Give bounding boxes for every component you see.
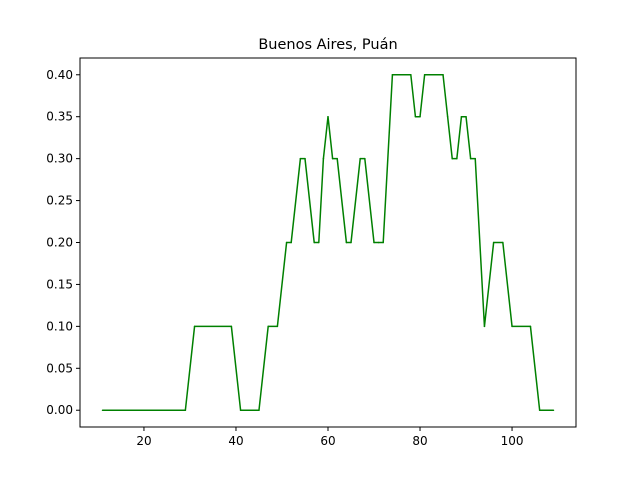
data-point	[350, 241, 352, 244]
series-group	[101, 74, 555, 411]
x-tick-label: 60	[320, 434, 335, 448]
y-tick-label: 0.00	[46, 403, 73, 417]
data-point	[483, 325, 486, 328]
data-point	[552, 409, 555, 411]
data-point	[456, 157, 458, 160]
data-point	[299, 157, 302, 160]
data-point	[529, 325, 532, 328]
data-point	[276, 325, 279, 328]
data-point	[331, 157, 334, 160]
data-point	[492, 241, 495, 244]
x-tick-label: 40	[228, 434, 243, 448]
data-point	[396, 74, 398, 76]
data-point	[230, 325, 233, 328]
data-point	[538, 409, 541, 411]
data-point	[313, 241, 315, 244]
data-point	[511, 325, 513, 328]
data-point	[460, 115, 463, 118]
data-point	[364, 157, 366, 160]
data-point	[318, 241, 320, 244]
y-tick-label: 0.05	[46, 361, 73, 375]
data-point	[258, 409, 260, 411]
data-point	[400, 74, 403, 76]
data-point	[414, 115, 417, 118]
y-tick-label: 0.15	[46, 277, 73, 291]
data-point	[285, 241, 288, 244]
data-point	[474, 157, 476, 160]
data-point	[239, 409, 242, 411]
data-point	[446, 115, 449, 118]
axis-ticks: 20 40 60 80 100 0.00 0.05 0.10 0.15 0.20 0.25 0.30 0…	[46, 68, 523, 448]
data-point	[322, 157, 325, 160]
data-point	[382, 241, 384, 244]
data-point	[101, 409, 104, 411]
data-point	[423, 74, 426, 76]
data-point	[193, 325, 196, 328]
plot-frame	[79, 57, 577, 428]
data-point	[428, 74, 430, 76]
x-tick-label: 100	[501, 434, 524, 448]
data-point	[469, 157, 472, 160]
data-point	[451, 157, 453, 160]
data-point	[419, 115, 421, 118]
data-point	[290, 241, 292, 244]
y-tick-label: 0.40	[46, 68, 73, 82]
data-point	[410, 74, 412, 76]
data-point	[377, 241, 380, 244]
data-point	[304, 157, 306, 160]
y-tick-label: 0.35	[46, 110, 73, 124]
chart-title: Buenos Aires, Puán	[258, 37, 397, 53]
data-point	[437, 74, 440, 76]
data-point	[184, 409, 187, 411]
data-point	[405, 74, 407, 76]
x-tick-label: 20	[136, 434, 151, 448]
data-point	[267, 325, 269, 328]
data-point	[359, 157, 361, 160]
data-point	[442, 74, 444, 76]
y-tick-label: 0.30	[46, 152, 73, 166]
data-point	[373, 241, 375, 244]
y-tick-label: 0.10	[46, 319, 73, 333]
x-tick-label: 80	[412, 434, 427, 448]
data-point	[345, 241, 348, 244]
data-point	[502, 241, 504, 244]
data-point	[433, 74, 435, 76]
data-point	[391, 74, 394, 76]
data-point	[336, 157, 338, 160]
data-point	[465, 115, 467, 118]
data-point	[327, 115, 329, 118]
y-tick-label: 0.20	[46, 236, 73, 250]
y-tick-label: 0.25	[46, 194, 73, 208]
